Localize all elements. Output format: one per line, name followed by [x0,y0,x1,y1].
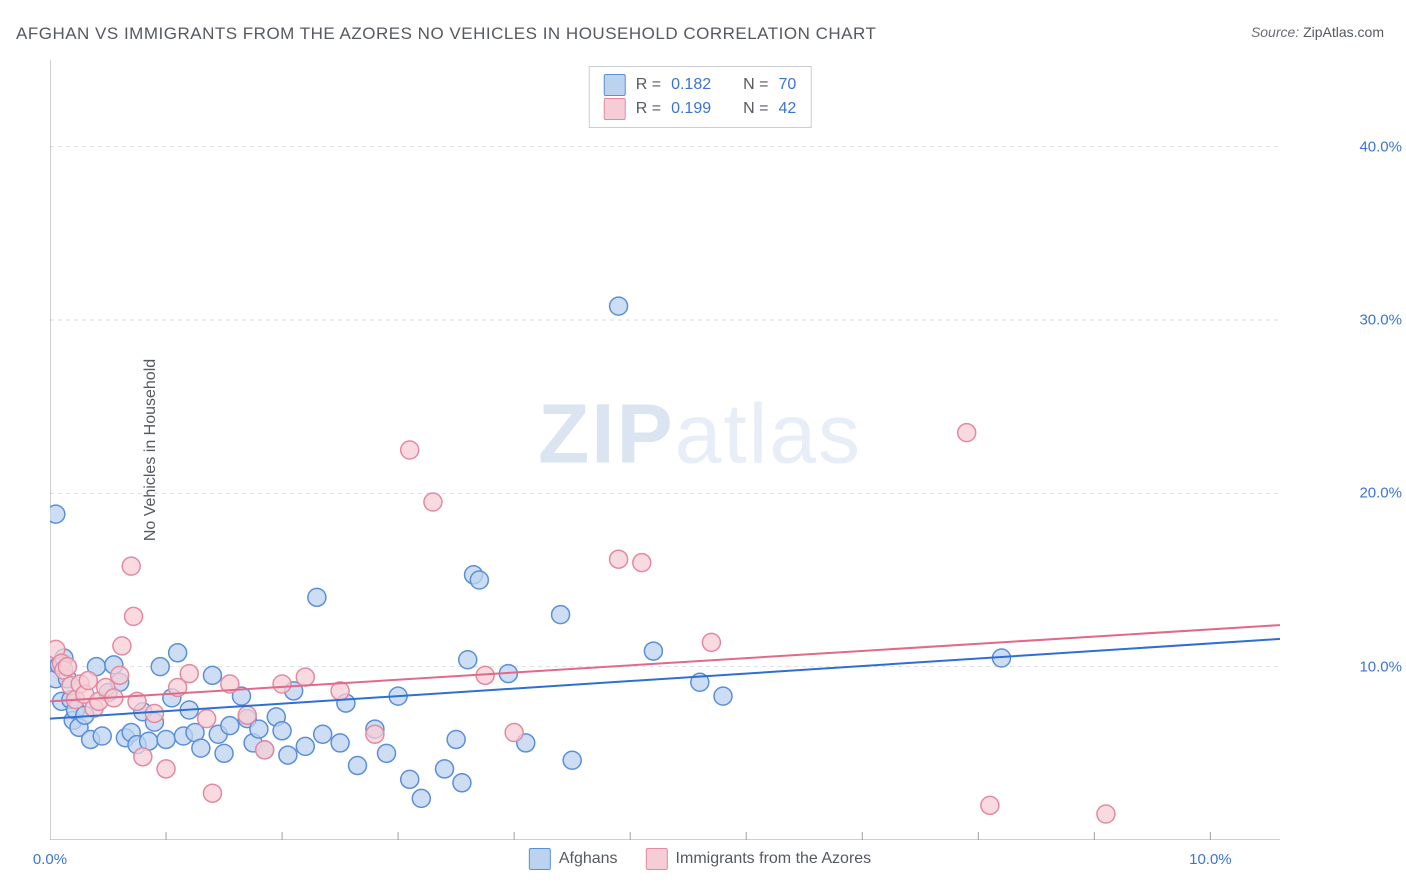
N-label: N = [743,97,768,121]
y-tick-label: 30.0% [1359,312,1402,329]
y-axis-label: No Vehicles in Household [142,359,160,541]
x-tick-label: 10.0% [1189,851,1232,868]
R-value-azores: 0.199 [671,97,711,121]
y-tick-label: 10.0% [1359,658,1402,675]
source-label: Source: [1251,24,1299,40]
R-label: R = [636,73,661,97]
legend-series: Afghans Immigrants from the Azores [529,848,871,870]
legend-label-afghans: Afghans [559,850,618,868]
source-value: ZipAtlas.com [1303,24,1384,40]
legend-label-azores: Immigrants from the Azores [676,850,872,868]
y-tick-label: 20.0% [1359,485,1402,502]
legend-item-afghans: Afghans [529,848,618,870]
legend-stats-row-azores: R = 0.199 N = 42 [604,97,797,121]
chart-title: AFGHAN VS IMMIGRANTS FROM THE AZORES NO … [16,24,876,44]
scatter-chart-svg [50,60,1280,840]
swatch-azores [604,98,626,120]
swatch-afghans [604,74,626,96]
N-value-azores: 42 [778,97,796,121]
y-tick-label: 40.0% [1359,138,1402,155]
swatch-afghans-icon [529,848,551,870]
x-tick-label: 0.0% [33,851,67,868]
legend-stats: R = 0.182 N = 70 R = 0.199 N = 42 [589,66,812,128]
swatch-azores-icon [646,848,668,870]
N-value-afghans: 70 [778,73,796,97]
N-label: N = [743,73,768,97]
R-value-afghans: 0.182 [671,73,711,97]
R-label: R = [636,97,661,121]
legend-item-azores: Immigrants from the Azores [646,848,872,870]
source-attribution: Source: ZipAtlas.com [1251,24,1384,40]
legend-stats-row-afghans: R = 0.182 N = 70 [604,73,797,97]
plot-area: No Vehicles in Household ZIPatlas R = 0.… [50,60,1350,840]
